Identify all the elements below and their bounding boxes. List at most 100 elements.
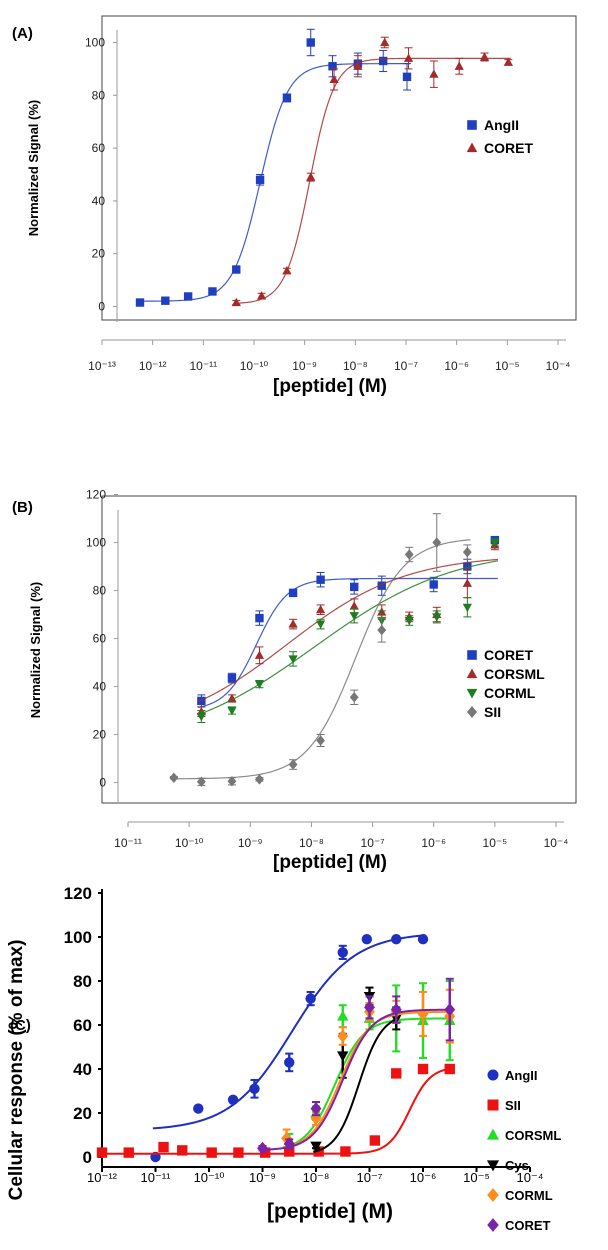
data-point [255,175,265,184]
plot-frame [101,495,577,804]
data-point [123,1147,134,1158]
data-point [349,612,359,621]
legend-marker [466,688,478,699]
x-tick-label: 10⁻⁵ [495,359,520,373]
y-tick-label: 40 [93,680,107,694]
x-axis-label: [peptide] (M) [273,852,387,873]
data-point [96,1147,108,1158]
data-point [249,1083,260,1095]
data-point [361,934,373,945]
y-tick-label: 80 [73,972,92,991]
fit-curve [233,57,511,304]
data-point [233,1147,244,1158]
data-point [316,575,325,584]
x-tick-label: 10⁻⁸ [303,1170,330,1185]
y-tick-label: 20 [73,1104,92,1123]
legend-label: CORET [484,647,533,663]
y-tick-label: 0 [83,1148,92,1167]
data-point [158,1141,169,1153]
data-point [391,1068,402,1079]
fit-curve [198,560,499,716]
y-axis-label: Normalized Signal (%) [28,582,43,719]
data-point [417,934,429,945]
y-tick-label: 80 [92,88,106,102]
y-tick-label: 20 [93,728,107,742]
y-tick-label: 60 [73,1016,92,1035]
y-tick-label: 60 [93,632,107,646]
legend-marker [487,1188,499,1202]
legend-marker [487,1099,499,1111]
data-point [177,1145,188,1156]
x-tick-label: 10⁻⁵ [463,1170,490,1185]
data-point [404,549,414,560]
data-point [390,1003,402,1017]
data-point [310,1102,322,1116]
series-coret [197,535,500,708]
data-point [404,616,414,626]
data-point [255,613,264,623]
data-point [340,1146,351,1157]
series-sii [96,1063,455,1158]
legend-marker [467,120,477,130]
series-sii [169,513,472,788]
data-point [377,624,387,636]
legend-label: Cys [505,1158,529,1173]
series-coret [231,36,513,307]
panel-a-chart: (A) 0 20 40 60 80 100 10⁻¹³ 10⁻¹² 10⁻¹¹ 10⁻¹⁰ 10⁻⁹ 1… [12,15,577,397]
data-point [227,776,237,787]
legend-marker [486,1160,500,1172]
series-corml [196,538,500,723]
x-tick-label: 10⁻⁹ [249,1170,276,1185]
data-point [429,69,439,78]
series-corml [281,988,456,1149]
data-point [328,62,337,71]
y-tick-label: 40 [92,194,106,208]
data-point [288,655,298,664]
data-point [417,1063,429,1075]
data-point [337,1029,349,1043]
data-point [196,712,206,722]
y-tick-label: 100 [86,536,106,550]
legend-marker [486,1128,500,1140]
data-point [379,56,388,66]
data-point [169,772,179,783]
y-tick-label: 100 [85,36,105,50]
data-point [283,1137,295,1151]
x-axis-label: [peptide] (M) [267,1200,393,1223]
data-point [462,603,472,613]
data-point [254,680,265,689]
x-tick-label: 10⁻⁴ [546,359,571,373]
legend-label: CORSML [484,666,545,682]
legend-marker [467,650,477,660]
data-point [282,266,292,275]
data-point [479,52,490,61]
fit-curve [99,1067,453,1155]
data-point [193,1103,204,1114]
series-coret [257,977,456,1155]
data-point [364,1000,375,1014]
data-point [454,61,464,70]
data-point [380,37,390,47]
x-tick-label: 10⁻⁹ [238,836,263,850]
data-point [315,604,326,614]
x-tick-label: 10⁻¹¹ [114,836,142,850]
y-tick-label: 0 [99,776,106,790]
plot-frame [101,15,577,321]
fit-curve [152,934,426,1130]
legend-label: AngII [484,117,519,133]
x-tick-label: 10⁻⁷ [361,836,385,850]
data-point [369,1135,381,1146]
legend-marker [487,1218,499,1232]
x-tick-label: 10⁻⁵ [483,836,508,850]
data-point [206,1147,217,1158]
x-tick-label: 10⁻⁶ [421,836,446,850]
legend-label: SII [484,704,501,720]
data-point [402,72,412,82]
panel-label: (A) [12,25,33,42]
x-tick-label: 10⁻⁷ [394,359,418,373]
legend-marker [466,706,478,718]
data-point [256,291,267,300]
y-tick-label: 120 [64,884,92,903]
x-tick-label: 10⁻⁶ [410,1170,437,1185]
